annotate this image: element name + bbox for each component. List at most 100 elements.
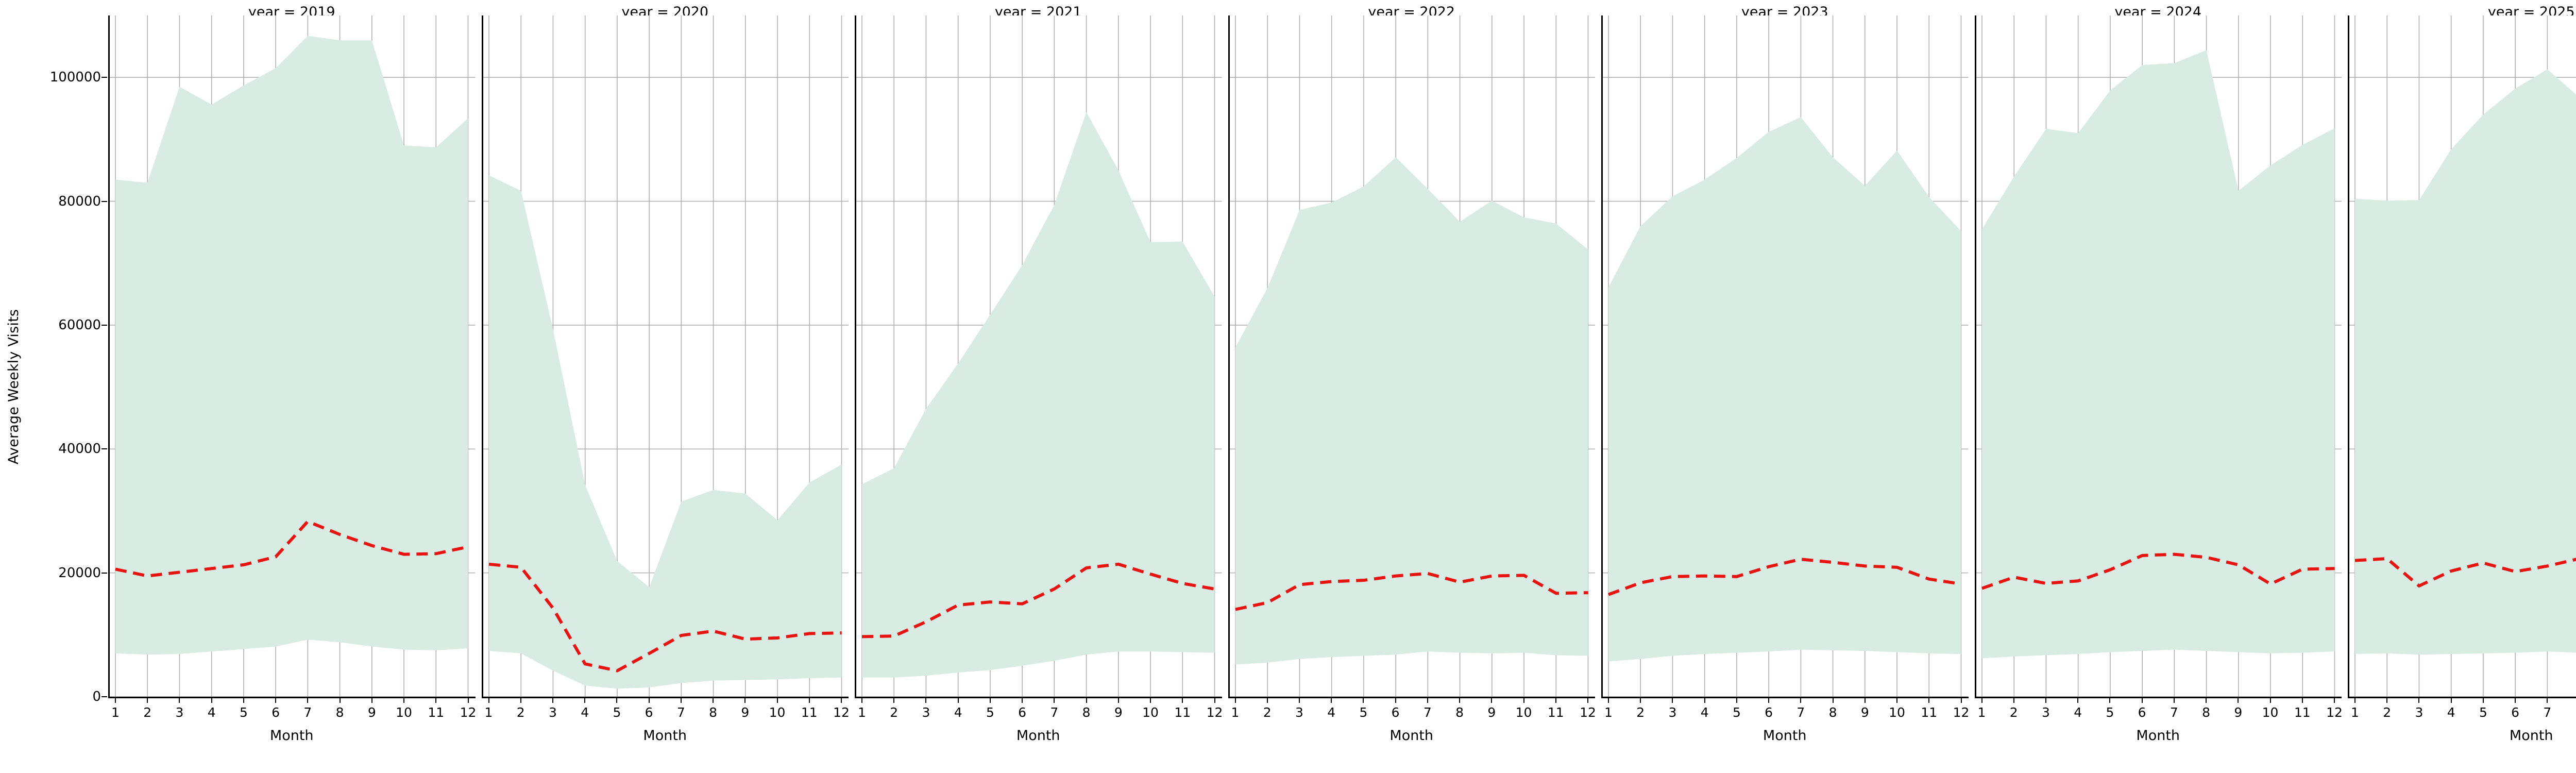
x-tick-mark	[1640, 698, 1641, 703]
x-tick-mark	[2269, 698, 2271, 703]
x-tick-label: 4	[2074, 705, 2082, 720]
x-tick-mark	[2013, 698, 2014, 703]
x-tick-label: 8	[1082, 705, 1091, 720]
x-tick-mark	[616, 698, 618, 703]
x-tick-label: 3	[1668, 705, 1677, 720]
x-tick-label: 5	[1359, 705, 1368, 720]
axis-spine-bottom	[1601, 697, 1969, 698]
x-tick-label: 4	[1700, 705, 1709, 720]
y-tick-mark	[101, 448, 107, 450]
x-tick-mark	[584, 698, 586, 703]
axis-spine-bottom	[855, 697, 1222, 698]
facet-panel-2025: year = 2025123456789101112Month	[2348, 0, 2576, 773]
x-tick-mark	[147, 698, 148, 703]
x-tick-mark	[339, 698, 341, 703]
plot-area	[1601, 15, 1969, 697]
x-tick-label: 10	[769, 705, 786, 720]
x-tick-label: 12	[833, 705, 850, 720]
x-tick-label: 11	[1547, 705, 1564, 720]
x-tick-mark	[467, 698, 469, 703]
x-tick-label: 10	[2262, 705, 2279, 720]
x-tick-mark	[2515, 698, 2516, 703]
x-tick-label: 8	[709, 705, 718, 720]
x-tick-mark	[1395, 698, 1396, 703]
x-tick-label: 9	[741, 705, 750, 720]
percentile-band	[488, 175, 841, 689]
y-tick-mark	[101, 77, 107, 78]
y-tick-label: 80000	[58, 193, 101, 209]
x-tick-label: 7	[1423, 705, 1432, 720]
facet-panel-2021: year = 2021 1 2 3 4 5 6 7 8 9 10 11 12 Month	[855, 0, 1223, 773]
axis-spine-left	[108, 15, 110, 698]
x-tick-mark	[1800, 698, 1802, 703]
x-tick-label: 2	[890, 705, 899, 720]
x-tick-mark	[1266, 698, 1268, 703]
x-tick-label: 1	[1231, 705, 1240, 720]
x-tick-mark	[2141, 698, 2143, 703]
x-axis-label: Month	[1389, 728, 1434, 744]
facet-panel-2019: year = 2019 1 2 3 4 5 6 7 8 9 10 11 12 Month	[108, 0, 476, 773]
x-tick-label: 1	[2351, 705, 2359, 720]
x-tick-mark	[403, 698, 405, 703]
x-tick-mark	[1768, 698, 1770, 703]
median-line	[488, 562, 842, 673]
x-tick-mark	[1672, 698, 1673, 703]
x-tick-label: 3	[175, 705, 184, 720]
x-tick-label: 3	[2042, 705, 2050, 720]
x-tick-mark	[1214, 698, 1215, 703]
x-axis-label: Month	[269, 728, 314, 744]
x-tick-label: 1	[1977, 705, 1986, 720]
y-tick-label: 0	[92, 689, 101, 704]
facet-panel-2020: year = 2020 1 2 3 4 5 6 7 8 9 10 11 12 Month	[481, 0, 850, 773]
x-tick-label: 12	[2326, 705, 2343, 720]
x-tick-label: 4	[2447, 705, 2455, 720]
x-tick-label: 10	[1889, 705, 1905, 720]
x-tick-mark	[776, 698, 778, 703]
x-tick-mark	[2109, 698, 2111, 703]
x-tick-mark	[1117, 698, 1119, 703]
x-tick-label: 3	[2415, 705, 2424, 720]
x-axis-label: Month	[2136, 728, 2180, 744]
x-tick-mark	[1587, 698, 1588, 703]
percentile-band	[1608, 117, 1961, 662]
y-tick-mark	[101, 572, 107, 574]
x-axis-label: Month	[2509, 728, 2553, 744]
median-line	[115, 519, 469, 578]
x-tick-mark	[1960, 698, 1962, 703]
facet-panel-2023: year = 2023 1 2 3 4 5 6 7 8 9 10 11 12 Month	[1601, 0, 1969, 773]
x-tick-mark	[1523, 698, 1524, 703]
axis-spine-left	[2348, 15, 2349, 698]
plot-area	[108, 15, 476, 697]
x-tick-mark	[488, 698, 489, 703]
x-tick-mark	[115, 698, 116, 703]
x-tick-label: 11	[801, 705, 818, 720]
x-tick-mark	[925, 698, 927, 703]
x-axis-label: Month	[1762, 728, 1807, 744]
x-tick-mark	[307, 698, 309, 703]
percentile-band	[1235, 157, 1588, 665]
x-tick-label: 5	[1732, 705, 1741, 720]
x-tick-label: 10	[396, 705, 412, 720]
x-tick-label: 5	[613, 705, 621, 720]
x-tick-label: 3	[549, 705, 557, 720]
x-tick-label: 2	[516, 705, 525, 720]
x-tick-mark	[520, 698, 521, 703]
x-tick-label: 11	[2294, 705, 2311, 720]
x-tick-mark	[2077, 698, 2079, 703]
x-tick-mark	[179, 698, 180, 703]
percentile-band	[115, 36, 468, 655]
x-tick-label: 5	[2106, 705, 2114, 720]
plot-area	[2348, 15, 2576, 697]
x-tick-mark	[2206, 698, 2207, 703]
x-tick-mark	[1234, 698, 1236, 703]
y-tick-mark	[101, 200, 107, 202]
x-tick-mark	[989, 698, 991, 703]
x-tick-label: 6	[2511, 705, 2520, 720]
x-tick-label: 12	[460, 705, 477, 720]
y-tick-label: 60000	[58, 317, 101, 333]
x-tick-mark	[1981, 698, 1982, 703]
x-tick-label: 7	[676, 705, 685, 720]
x-tick-label: 7	[303, 705, 312, 720]
x-tick-label: 11	[428, 705, 445, 720]
x-tick-label: 8	[2202, 705, 2211, 720]
